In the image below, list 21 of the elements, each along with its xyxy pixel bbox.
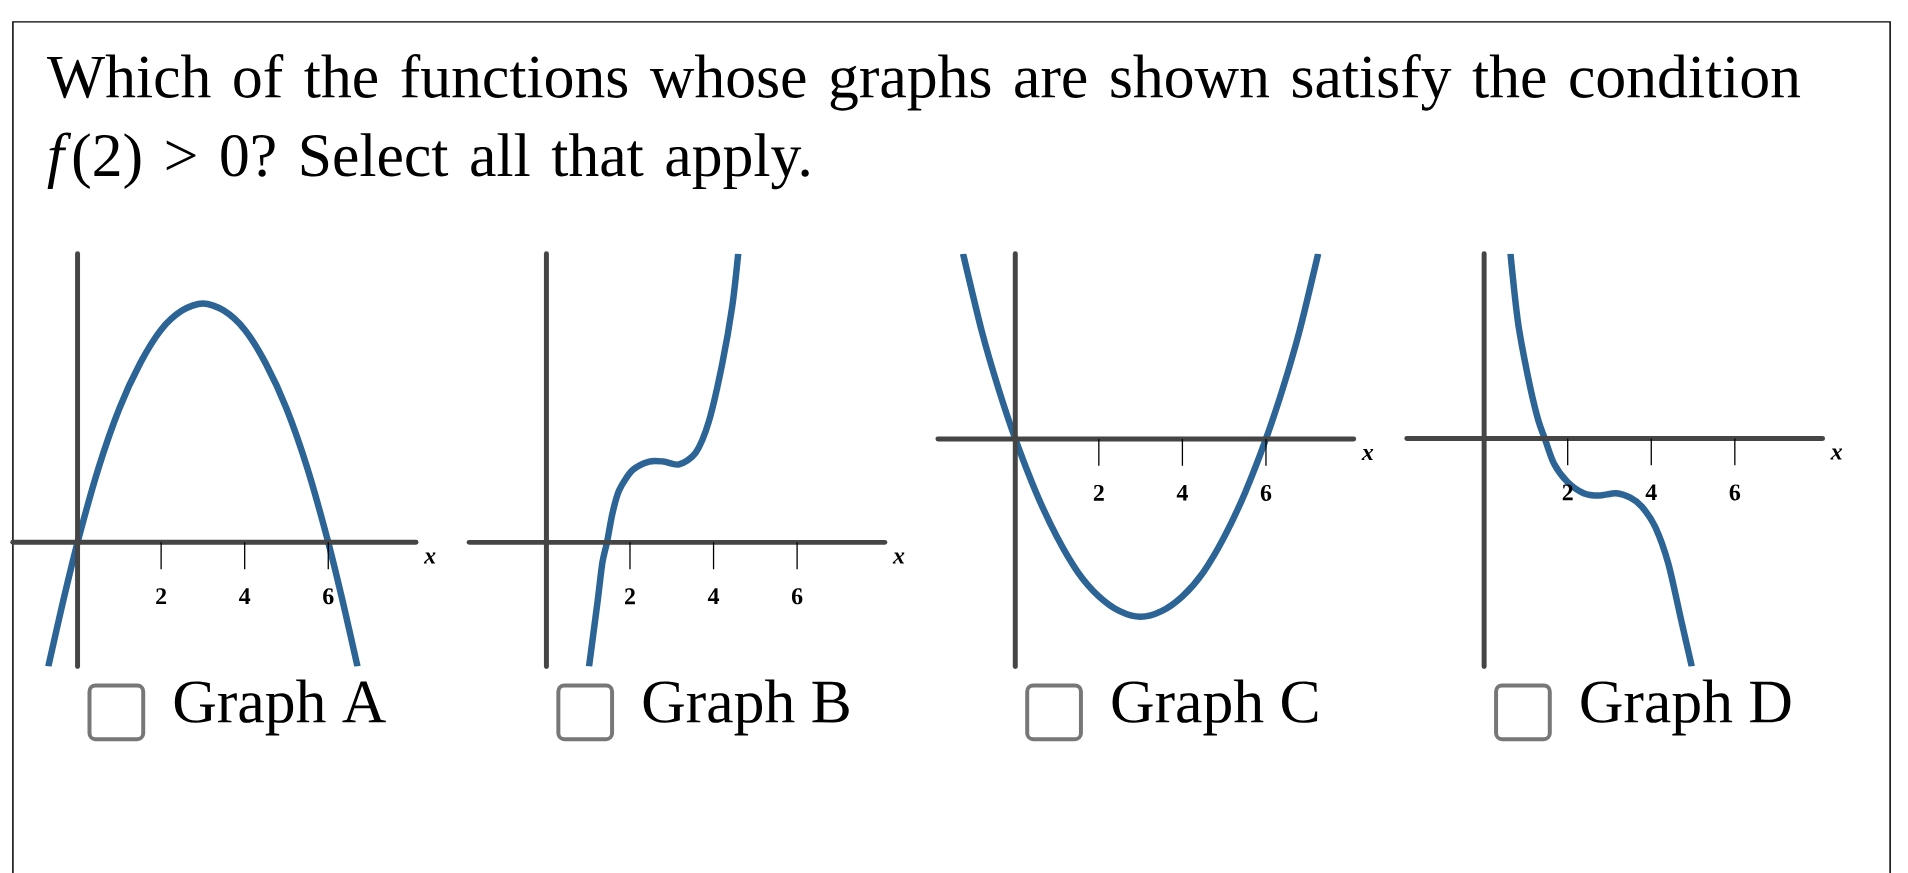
text: Which of the functions whose graphs are shown satisfy the condition f(2) > 0? Select all that apply.	[46, 53, 1801, 190]
x-axis-title: x	[1361, 448, 1374, 460]
x-tick-label: 2	[156, 588, 167, 604]
text: Graph D	[1581, 679, 1791, 736]
x-axis-title: x	[1830, 448, 1843, 460]
x-tick-label: 4	[1176, 484, 1188, 501]
x-tick-label: 6	[323, 588, 334, 605]
text: Graph B	[643, 679, 849, 736]
x-tick-label: 4	[707, 588, 720, 604]
x-tick-label: 2	[625, 588, 635, 604]
x-tick-label: 4	[239, 588, 251, 604]
x-tick-label: 6	[791, 588, 803, 605]
x-tick-label: 6	[1729, 484, 1741, 501]
text: Graph C	[1112, 679, 1318, 736]
x-tick-label: 6	[1260, 484, 1272, 501]
x-tick-label: 2	[1093, 484, 1104, 501]
x-tick-label: 2	[1562, 484, 1573, 500]
x-tick-label: 4	[1645, 484, 1657, 500]
text: Graph A	[174, 679, 386, 736]
x-axis-title: x	[892, 552, 905, 564]
x-axis-title: x	[423, 552, 436, 564]
